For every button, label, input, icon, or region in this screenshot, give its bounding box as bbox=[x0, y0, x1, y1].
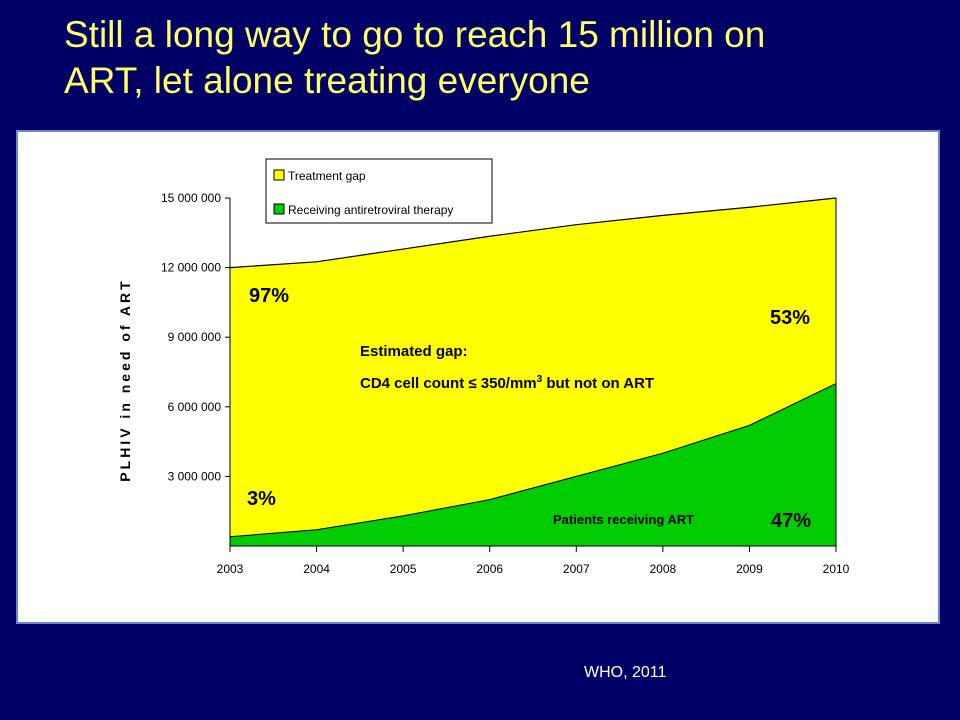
y-axis-label: PLHIV in need of ART bbox=[117, 278, 133, 481]
series-art-line bbox=[229, 383, 837, 538]
y-tick-label: 3 000 000 bbox=[168, 469, 222, 483]
annotation-pct-gap-start: 97% bbox=[249, 285, 289, 307]
x-tick-label: 2008 bbox=[650, 562, 677, 576]
x-tick-label: 2004 bbox=[303, 562, 330, 576]
annotation-pct-gap-end: 53% bbox=[770, 307, 810, 329]
legend-label-treatment-gap: Treatment gap bbox=[288, 169, 366, 183]
y-tick-label: 6 000 000 bbox=[168, 400, 222, 414]
legend-label-art: Receiving antiretroviral therapy bbox=[288, 203, 453, 217]
series-treatment-gap-area bbox=[230, 198, 836, 537]
x-tick-label: 2006 bbox=[476, 562, 503, 576]
y-tick-label: 15 000 000 bbox=[161, 191, 221, 205]
series-art-area bbox=[230, 383, 836, 546]
annotation-pct-art-end: 47% bbox=[771, 510, 811, 532]
annotation-art-label: Patients receiving ART bbox=[553, 512, 694, 527]
y-tick-label: 9 000 000 bbox=[168, 330, 222, 344]
title-line-2: ART, let alone treating everyone bbox=[64, 60, 590, 101]
legend-swatch-art bbox=[273, 203, 285, 215]
x-tick-label: 2007 bbox=[563, 562, 590, 576]
legend-box bbox=[265, 158, 493, 224]
annotation-gap-label-line2: CD4 cell count ≤ 350/mm3 but not on ART bbox=[360, 374, 654, 392]
x-tick-label: 2005 bbox=[390, 562, 417, 576]
series-total-line bbox=[229, 197, 837, 269]
title-line-1: Still a long way to go to reach 15 milli… bbox=[64, 14, 766, 55]
x-tick-label: 2009 bbox=[736, 562, 763, 576]
chart-panel: 3 000 000 6 000 000 9 000 000 12 000 000 15 … bbox=[16, 130, 940, 624]
annotation-pct-art-start: 3% bbox=[247, 488, 276, 510]
annotation-gap-label-line1: Estimated gap: bbox=[360, 343, 468, 360]
slide-title: Still a long way to go to reach 15 milli… bbox=[64, 12, 944, 104]
area-chart: 3 000 000 6 000 000 9 000 000 12 000 000 15 … bbox=[117, 158, 850, 576]
source-credit: WHO, 2011 bbox=[584, 664, 667, 681]
y-tick-label: 12 000 000 bbox=[161, 261, 221, 275]
x-tick-label: 2010 bbox=[823, 562, 850, 576]
x-tick-label: 2003 bbox=[217, 562, 244, 576]
legend-swatch-treatment-gap bbox=[273, 169, 285, 181]
